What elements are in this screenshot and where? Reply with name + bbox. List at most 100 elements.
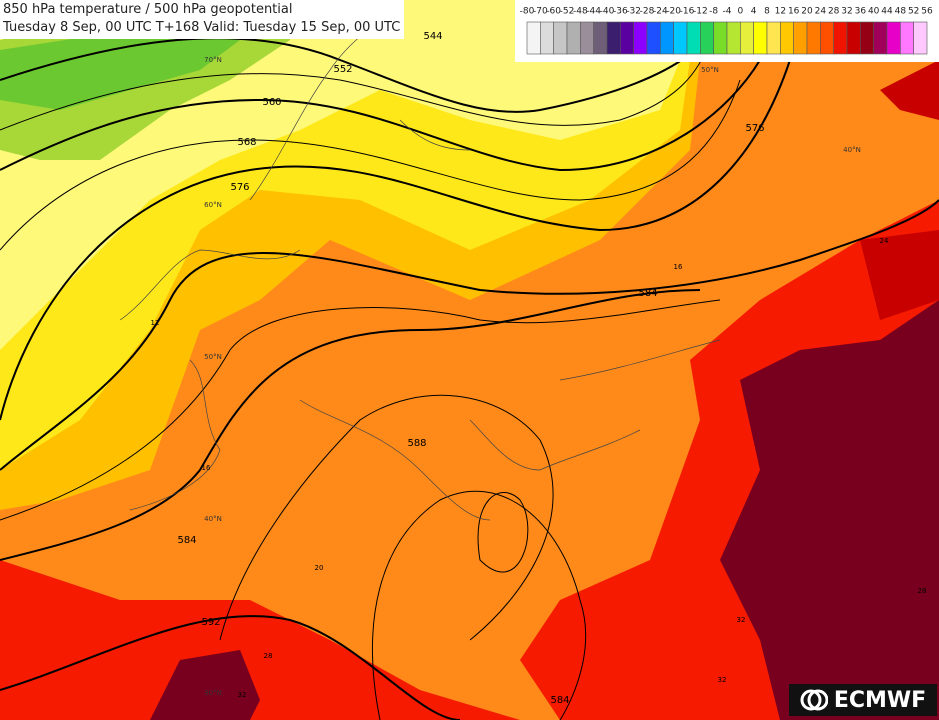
color-box [886, 21, 901, 55]
colorbar-label: -44 [586, 7, 601, 17]
contour-label: 12 [151, 319, 160, 327]
color-box [766, 21, 781, 55]
color-box [686, 21, 701, 55]
latitude-label: 40°N [843, 146, 861, 154]
contour-label: 20 [315, 564, 324, 572]
header: 850 hPa temperature / 500 hPa geopotenti… [0, 0, 405, 39]
latitude-label: 50°N [204, 353, 222, 361]
colorbar-label: 16 [788, 7, 800, 17]
latitude-label: 60°N [204, 201, 222, 209]
color-box [846, 21, 861, 55]
color-box [646, 21, 661, 55]
color-box [580, 21, 594, 55]
colorbar-label: 24 [815, 7, 827, 17]
contour-label: 32 [718, 676, 727, 684]
contour-labels: 544 552 560 568 576 576 584 584 584 588 … [151, 31, 927, 706]
color-box [833, 21, 848, 55]
contour-label: 552 [333, 64, 352, 75]
color-box [633, 21, 648, 55]
color-box [673, 21, 688, 55]
contour-label: 32 [737, 616, 746, 624]
colorbar-label: -4 [723, 7, 732, 17]
colorbar-label: -60 [546, 7, 561, 17]
colorbar-label: -28 [640, 7, 655, 17]
colorbar-label: 8 [764, 7, 770, 17]
color-box [713, 21, 728, 55]
colorbar-label: -32 [626, 7, 641, 17]
color-box [740, 21, 754, 55]
colorbar-label: -24 [653, 7, 668, 17]
contour-label: 28 [264, 652, 273, 660]
color-box [820, 21, 834, 55]
contour-label: 568 [237, 137, 256, 148]
colorbar-label: -8 [709, 7, 718, 17]
colorbar-label: 4 [751, 7, 757, 17]
hot-field [860, 60, 939, 320]
contour-label: 588 [407, 438, 426, 449]
colorbar-label: -52 [560, 7, 575, 17]
temperature-contours [0, 39, 741, 720]
logo: ECMWF [789, 684, 937, 716]
colorbar-label: -48 [573, 7, 588, 17]
colorbar-label: -12 [693, 7, 708, 17]
color-box [806, 21, 821, 55]
logo-icon [800, 689, 828, 711]
contour-label: 576 [230, 182, 249, 193]
contour-label: 16 [674, 263, 683, 271]
contour-label: 584 [550, 695, 569, 706]
color-box [660, 21, 674, 55]
colorbar-label: 12 [775, 7, 786, 17]
colorbar-label: -20 [666, 7, 681, 17]
contour-label: 32 [238, 691, 247, 699]
color-box [700, 21, 714, 55]
contour-label: 584 [638, 288, 657, 299]
contour-label: 544 [423, 31, 442, 42]
colder-field [0, 30, 240, 110]
color-box [860, 21, 874, 55]
color-box [780, 21, 794, 55]
color-box [900, 21, 914, 55]
very-hot-field [720, 300, 939, 720]
color-box [793, 21, 808, 55]
logo-text: ECMWF [833, 687, 927, 713]
colorbar-label: -40 [600, 7, 615, 17]
colorbar-label: 32 [841, 7, 852, 17]
color-box [540, 21, 554, 55]
colorbar-label: 40 [868, 7, 880, 17]
colorbar-label: 44 [881, 7, 893, 17]
colorbar-graphic: -80-70-60-52-48-44-40-36-32-28-24-20-16-… [520, 7, 933, 55]
colorbar-label: 20 [801, 7, 813, 17]
color-box [526, 21, 541, 55]
color-box [566, 21, 581, 55]
color-box [753, 21, 768, 55]
contour-label: 24 [880, 237, 889, 245]
latitude-label: 70°N [204, 56, 222, 64]
latitude-label: 30°N [204, 689, 222, 697]
colorbar-label: -16 [680, 7, 695, 17]
contour-label: 576 [745, 123, 764, 134]
color-box [726, 21, 741, 55]
subtitle: Tuesday 8 Sep, 00 UTC T+168 Valid: Tuesd… [3, 20, 401, 35]
colorbar-label: 56 [921, 7, 933, 17]
latitude-label: 50°N [701, 66, 719, 74]
contour-label: 28 [918, 587, 927, 595]
latitude-labels: 70°N 60°N 50°N 50°N 40°N 40°N 30°N [204, 56, 861, 697]
colorbar: -80 -70 -60 -52 -48 -44 -40 -36 -32 -28 -24 -20 -16-… [515, 0, 939, 62]
coastlines [119, 9, 721, 521]
color-box [593, 21, 608, 55]
contour-label: 560 [262, 97, 281, 108]
color-box [620, 21, 634, 55]
colorbar-label: 28 [828, 7, 840, 17]
contour-label: 592 [201, 617, 220, 628]
color-box [606, 21, 621, 55]
colorbar-label: 36 [855, 7, 867, 17]
colorbar-label: 52 [908, 7, 919, 17]
colorbar-label: -80 [520, 7, 535, 17]
colorbar-label: 0 [737, 7, 743, 17]
title: 850 hPa temperature / 500 hPa geopotenti… [3, 2, 293, 17]
contour-label: 584 [177, 535, 196, 546]
color-box [873, 21, 888, 55]
color-box [553, 21, 568, 55]
